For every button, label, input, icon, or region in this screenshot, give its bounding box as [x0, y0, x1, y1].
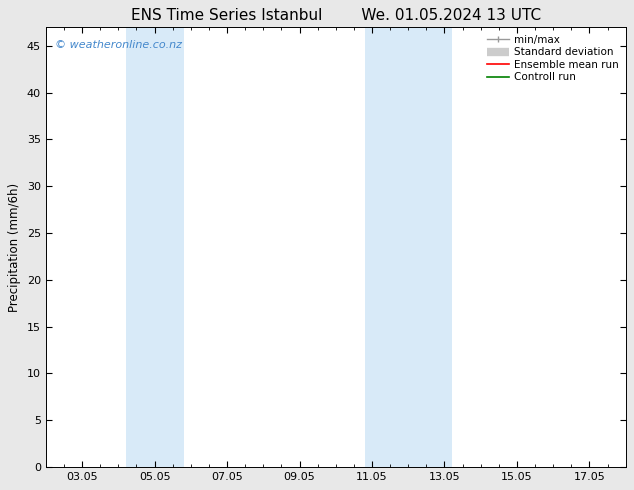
Bar — [365, 27, 452, 467]
Y-axis label: Precipitation (mm/6h): Precipitation (mm/6h) — [8, 182, 22, 312]
Bar — [126, 27, 184, 467]
Title: ENS Time Series Istanbul        We. 01.05.2024 13 UTC: ENS Time Series Istanbul We. 01.05.2024 … — [131, 8, 541, 24]
Legend: min/max, Standard deviation, Ensemble mean run, Controll run: min/max, Standard deviation, Ensemble me… — [484, 32, 621, 84]
Text: © weatheronline.co.nz: © weatheronline.co.nz — [55, 41, 181, 50]
